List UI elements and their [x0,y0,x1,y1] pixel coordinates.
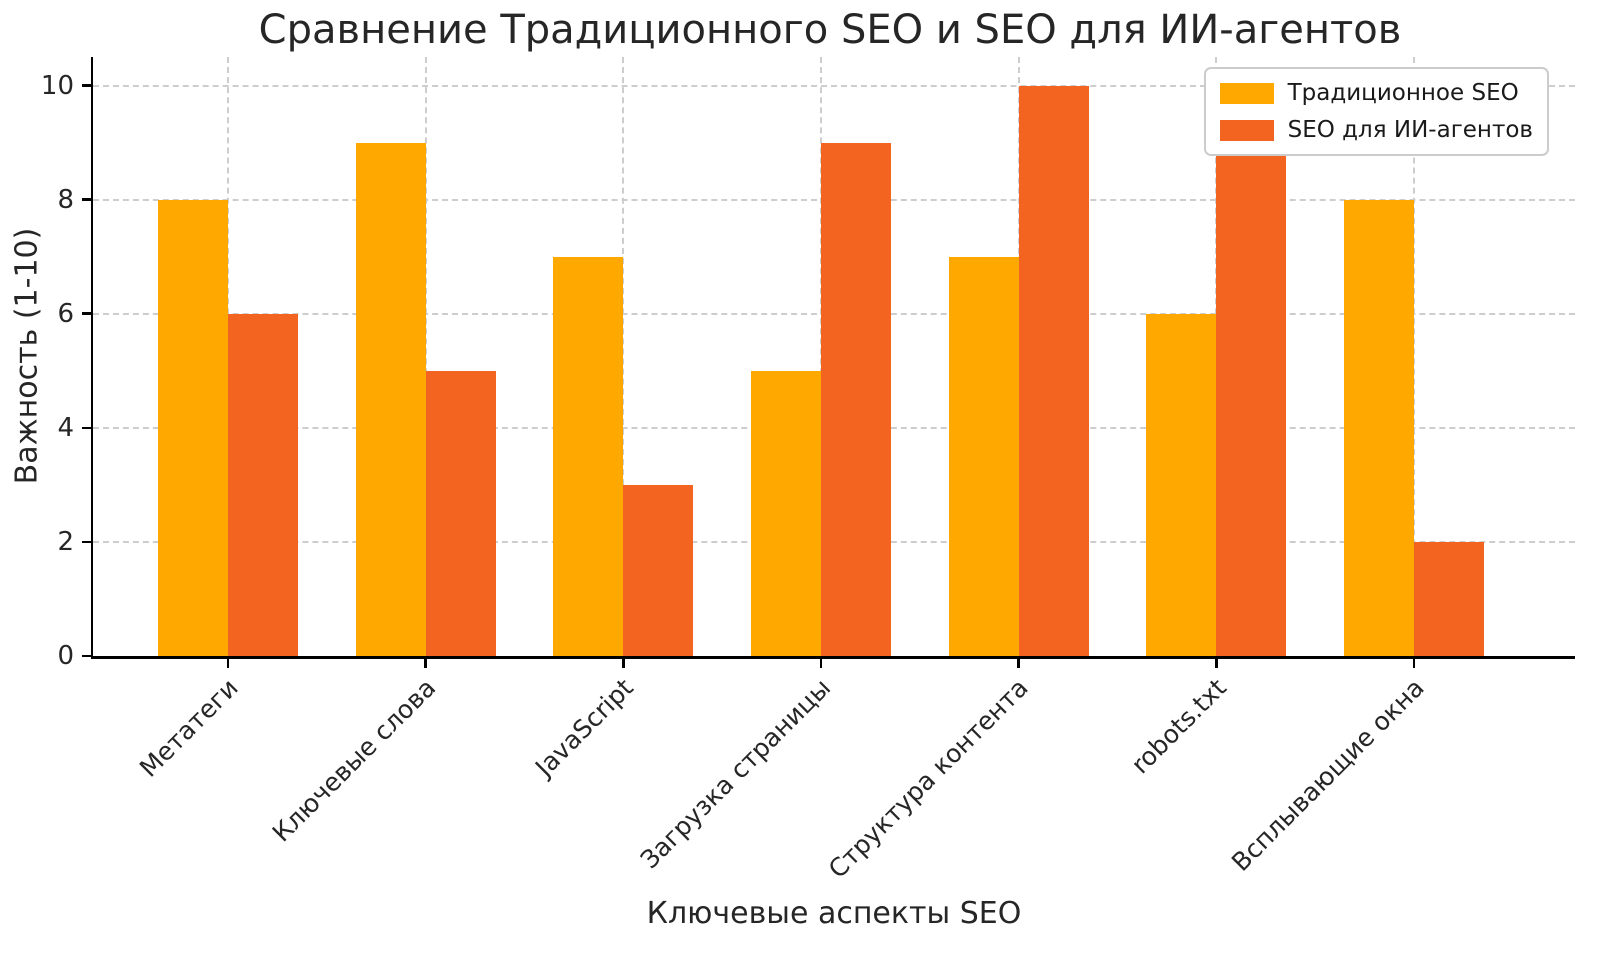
bar-ai-seo [623,484,694,656]
x-tick [424,658,427,668]
y-tick [81,84,91,87]
x-tick-label: Структура контента [823,673,1035,884]
x-gridline [1413,57,1416,656]
legend-label-ai: SEO для ИИ-агентов [1287,117,1533,143]
y-tick-label: 4 [57,412,74,443]
y-tick-label: 6 [57,298,74,329]
legend-swatch-traditional [1219,82,1274,104]
bar-traditional-seo [1146,313,1217,656]
x-tick [1215,658,1218,668]
bar-ai-seo [425,370,496,656]
x-tick [819,658,823,668]
legend-label-traditional: Традиционное SEO [1287,80,1519,106]
x-tick-label: Ключевые слова [266,673,442,848]
x-tick-label: robots.txt [1125,673,1232,780]
x-tick-label: Метатеги [133,673,244,783]
y-tick [81,654,91,658]
bar-traditional-seo [751,370,821,656]
bar-ai-seo [1018,85,1089,656]
plot-area: Традиционное SEO SEO для ИИ-агентов [93,57,1575,656]
y-tick-label: 0 [57,641,74,671]
x-tick-label: Всплывающие окна [1225,673,1430,877]
y-tick [81,312,91,315]
bar-ai-seo [1414,541,1485,656]
y-tick-label: 8 [57,184,74,215]
y-tick-label: 2 [57,526,74,557]
legend-item-ai: SEO для ИИ-агентов [1219,117,1533,143]
bar-ai-seo [228,313,298,656]
y-tick [81,426,91,430]
legend-item-traditional: Традиционное SEO [1219,80,1533,106]
bar-traditional-seo [158,199,228,656]
bar-ai-seo [1216,142,1287,656]
bar-traditional-seo [948,256,1019,656]
bar-traditional-seo [553,256,624,656]
x-tick [226,658,230,668]
y-tick [81,540,91,544]
x-axis-spine [90,656,1575,659]
y-axis-label: Важность (1-10) [9,227,45,485]
x-gridline [622,57,625,656]
bar-traditional-seo [1344,199,1415,656]
legend: Традиционное SEO SEO для ИИ-агентов [1203,67,1549,156]
x-tick [622,658,625,668]
bar-traditional-seo [355,142,426,656]
x-tick [1412,658,1416,668]
bar-ai-seo [821,142,891,656]
x-gridline [424,57,427,656]
x-tick-label: JavaScript [529,673,639,783]
x-axis-label: Ключевые аспекты SEO [646,896,1022,931]
chart-title: Сравнение Традиционного SEO и SEO для ИИ… [258,7,1402,53]
y-tick [81,198,91,201]
y-gridline [93,84,1575,87]
y-tick-label: 10 [40,70,74,101]
x-tick [1017,658,1020,668]
x-tick-label: Загрузка страницы [635,673,837,875]
y-axis-spine [90,57,93,659]
legend-swatch-ai [1219,119,1274,141]
